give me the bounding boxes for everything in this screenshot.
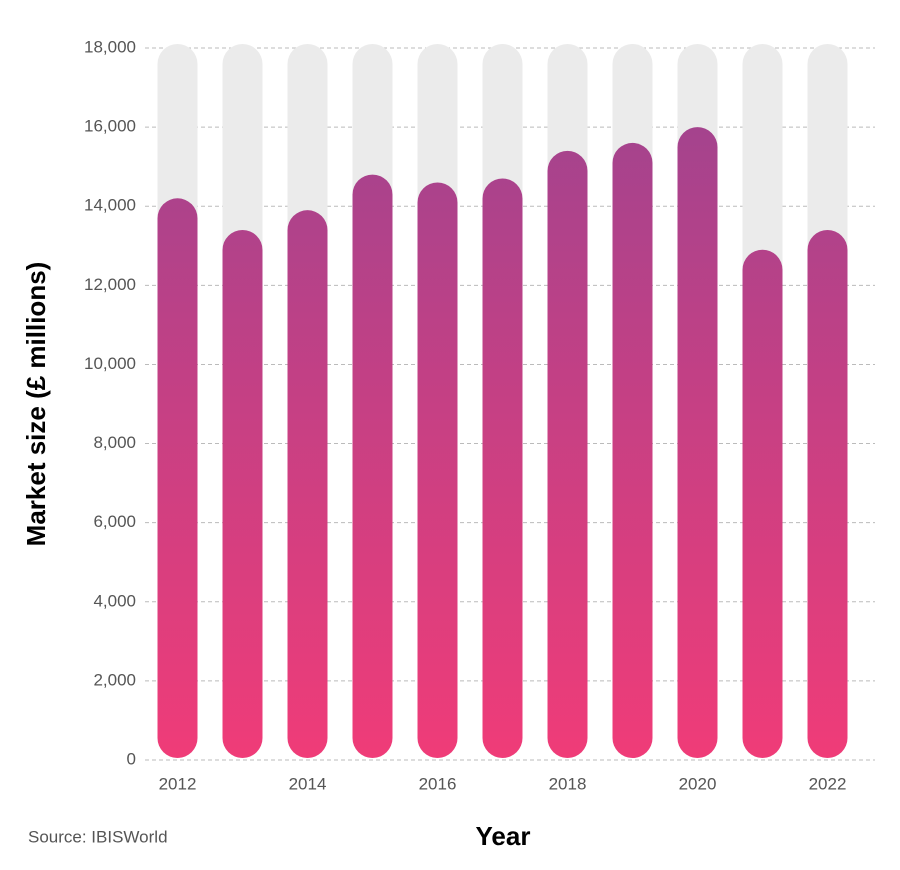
bar	[547, 150, 588, 758]
bar	[352, 174, 393, 759]
y-tick-label: 8,000	[93, 433, 136, 452]
y-tick-label: 4,000	[93, 591, 136, 610]
y-tick-label: 0	[127, 749, 136, 768]
x-tick-label: 2014	[289, 774, 327, 793]
bar	[677, 127, 718, 759]
y-tick-label: 18,000	[84, 37, 136, 56]
x-tick-label: 2020	[679, 774, 717, 793]
x-tick-label: 2018	[549, 774, 587, 793]
x-tick-label: 2016	[419, 774, 457, 793]
bar	[807, 229, 848, 758]
bar	[157, 198, 198, 759]
bar	[482, 178, 523, 759]
y-tick-label: 6,000	[93, 512, 136, 531]
y-tick-label: 12,000	[84, 275, 136, 294]
bar	[417, 182, 458, 758]
bar	[612, 142, 653, 758]
x-axis-title: Year	[476, 821, 531, 851]
y-tick-label: 2,000	[93, 670, 136, 689]
bar	[287, 210, 328, 758]
y-tick-label: 16,000	[84, 117, 136, 136]
bar	[742, 249, 783, 758]
y-tick-label: 14,000	[84, 196, 136, 215]
x-tick-label: 2012	[159, 774, 197, 793]
y-tick-label: 10,000	[84, 354, 136, 373]
bar	[222, 229, 263, 758]
source: Source: IBISWorld	[28, 827, 168, 846]
y-axis-title: Market size (£ millions)	[21, 262, 51, 547]
x-tick-label: 2022	[809, 774, 847, 793]
